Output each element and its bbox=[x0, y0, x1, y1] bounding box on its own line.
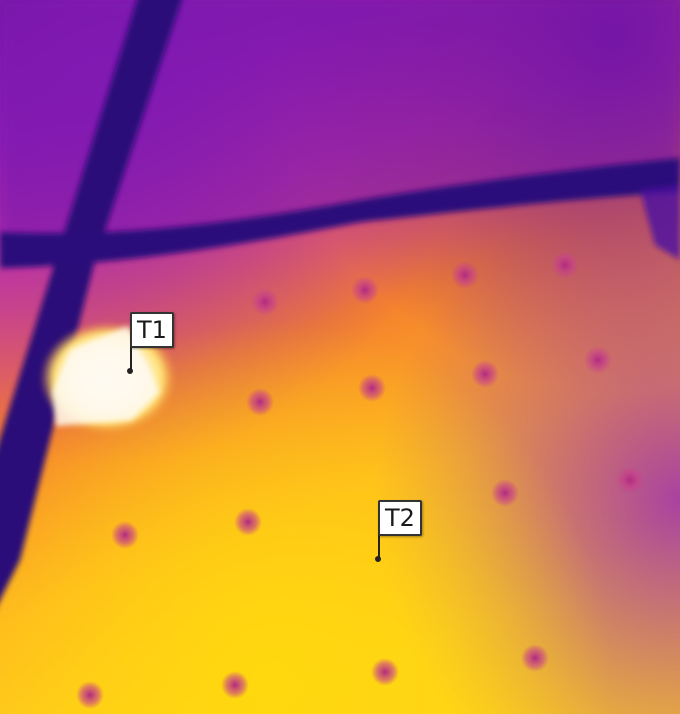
fastener-dot bbox=[371, 658, 399, 686]
fastener-dot bbox=[521, 644, 549, 672]
fastener-dots bbox=[76, 251, 644, 709]
marker-t2-stem bbox=[378, 534, 380, 560]
marker-t1-label: T1 bbox=[130, 312, 174, 348]
fastener-dot bbox=[76, 681, 104, 709]
strut-right-shadow bbox=[640, 185, 680, 260]
fastener-dot bbox=[584, 346, 612, 374]
fastener-dot bbox=[491, 479, 519, 507]
fastener-dot bbox=[234, 508, 262, 536]
marker-t2-point bbox=[375, 556, 381, 562]
marker-t2: T2 bbox=[372, 500, 432, 564]
hot-spot-core bbox=[52, 326, 160, 426]
fastener-dot bbox=[616, 466, 644, 494]
marker-t2-label: T2 bbox=[378, 500, 422, 536]
marker-t1-point bbox=[127, 368, 133, 374]
fastener-dot bbox=[358, 374, 386, 402]
frame-struts bbox=[0, 0, 680, 600]
fastener-dot bbox=[251, 288, 279, 316]
fastener-dot bbox=[451, 261, 479, 289]
fastener-dot bbox=[471, 360, 499, 388]
strut-diagonal bbox=[0, 0, 182, 600]
fastener-dot bbox=[351, 276, 379, 304]
fastener-dot bbox=[246, 388, 274, 416]
strut-horizontal bbox=[0, 158, 680, 268]
fastener-dot bbox=[111, 521, 139, 549]
marker-t1-stem bbox=[130, 346, 132, 372]
fastener-dot bbox=[551, 251, 579, 279]
marker-t1: T1 bbox=[124, 312, 184, 376]
fastener-dot bbox=[221, 671, 249, 699]
